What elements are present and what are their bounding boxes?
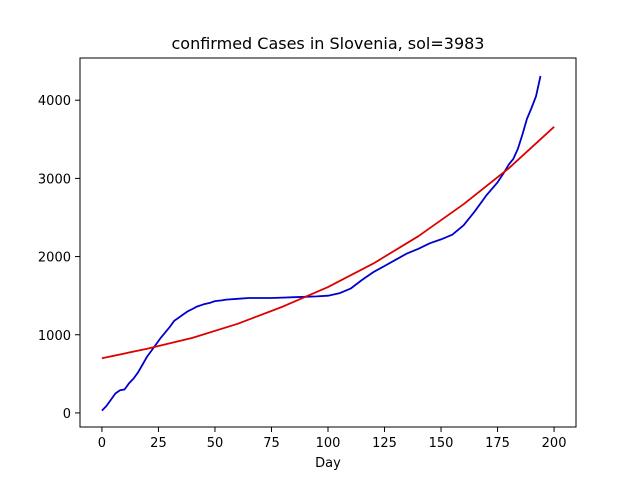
y-tick-label: 2000 bbox=[38, 251, 71, 266]
plot-frame bbox=[79, 57, 577, 428]
x-tick-label: 125 bbox=[372, 436, 397, 451]
x-tick-label: 175 bbox=[485, 436, 510, 451]
x-tick-label: 50 bbox=[207, 436, 224, 451]
x-axis-label: Day bbox=[315, 456, 341, 471]
x-tick-label: 150 bbox=[429, 436, 454, 451]
y-axis: 0 1000 2000 3000 4000 bbox=[38, 94, 80, 422]
y-tick-label: 3000 bbox=[38, 172, 71, 187]
y-tick-label: 1000 bbox=[38, 329, 71, 344]
y-tick-label: 0 bbox=[63, 407, 71, 422]
x-axis: 0 25 50 75 100 125 150 175 200 bbox=[98, 427, 567, 451]
x-tick-label: 100 bbox=[316, 436, 341, 451]
x-tick-label: 200 bbox=[542, 436, 567, 451]
x-tick-label: 75 bbox=[263, 436, 280, 451]
plot-area bbox=[101, 75, 555, 412]
y-tick-label: 4000 bbox=[38, 94, 71, 109]
series-line-fit bbox=[101, 126, 555, 360]
chart-title: confirmed Cases in Slovenia, sol=3983 bbox=[172, 34, 485, 53]
x-tick-label: 25 bbox=[150, 436, 167, 451]
series-line-observed bbox=[101, 75, 542, 412]
x-tick-label: 0 bbox=[98, 436, 106, 451]
